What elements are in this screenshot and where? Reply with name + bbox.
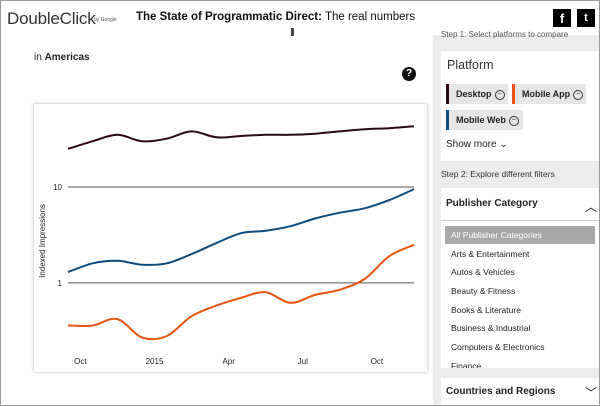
category-item[interactable]: Beauty & Fitness (451, 286, 516, 296)
remove-icon[interactable]: − (494, 89, 505, 100)
y-axis-label: Indexed Impressions (38, 204, 47, 278)
platform-title: Platform (447, 58, 494, 72)
page-title: The State of Programmatic Direct: The re… (136, 11, 415, 23)
x-tick-label: Apr (222, 357, 235, 366)
publisher-category-title[interactable]: Publisher Category (446, 198, 538, 209)
facebook-icon[interactable]: f (553, 9, 571, 27)
line-chart: 10 1 Indexed Impressions Oct 2015 Apr Jul Oct (38, 125, 415, 366)
chip-mobile-app-label: Mobile App (522, 89, 571, 99)
chevron-down-icon[interactable]: ﹀ (585, 386, 598, 400)
region-name: Americas (44, 52, 90, 63)
page-title-rest: The real numbers (321, 11, 416, 23)
header: DoubleClick by Google The State of Progr… (1, 1, 599, 35)
twitter-icon[interactable]: t (577, 9, 595, 27)
category-item[interactable]: Arts & Entertainment (451, 249, 530, 259)
divider (441, 220, 599, 221)
series-line-mobile-web (67, 188, 415, 273)
region-line: in Americas (34, 52, 90, 63)
region-prefix: in (34, 52, 45, 63)
category-item[interactable]: Business & Industrial (451, 323, 531, 333)
chevron-up-icon[interactable]: ︿ (585, 200, 598, 214)
countries-title[interactable]: Countries and Regions (446, 386, 556, 397)
countries-box: Countries and Regions ﹀ (441, 378, 599, 405)
chip-desktop-label: Desktop (456, 89, 492, 99)
chart-card: 10 1 Indexed Impressions Oct 2015 Apr Jul Oct (34, 104, 427, 372)
category-item[interactable]: All Publisher Categories (445, 226, 595, 244)
category-item[interactable]: Computers & Electronics (451, 342, 545, 352)
show-more-link[interactable]: Show more ⌄ (446, 139, 508, 150)
remove-icon[interactable]: − (508, 115, 519, 126)
x-tick-label: 2015 (146, 357, 164, 366)
chip-mobile-app[interactable]: Mobile App − (512, 84, 586, 104)
publisher-category-box: Publisher Category ︿ All Publisher Categ… (441, 188, 599, 368)
brand-logo[interactable]: DoubleClick (7, 9, 96, 28)
y-tick-label: 1 (58, 279, 63, 288)
chip-mobile-web[interactable]: Mobile Web − (446, 110, 523, 130)
step1-label: Step 1: Select platforms to compare (441, 30, 569, 39)
y-tick-label: 10 (53, 183, 62, 192)
x-tick-label: Jul (298, 357, 308, 366)
page-title-bold: The State of Programmatic Direct: (136, 11, 322, 23)
x-tick-label: Oct (74, 357, 87, 366)
chip-desktop[interactable]: Desktop − (446, 84, 508, 104)
category-item[interactable]: Autos & Vehicles (451, 267, 515, 277)
platform-box: Platform Desktop − Mobile App − Mobile Web… (441, 51, 599, 161)
chip-mobile-web-label: Mobile Web (456, 115, 506, 125)
category-item[interactable]: Books & Literature (451, 305, 521, 315)
step2-label: Step 2: Explore different filters (441, 169, 555, 179)
cut-off-text-fragment (291, 28, 294, 36)
remove-icon[interactable]: − (573, 89, 584, 100)
brand-byline: by Google (94, 17, 117, 23)
series-line-desktop (67, 125, 415, 150)
help-icon[interactable]: ? (402, 67, 416, 81)
x-tick-label: Oct (371, 357, 384, 366)
series-line-mobile-app (67, 243, 415, 341)
category-item[interactable]: Finance (451, 361, 482, 368)
